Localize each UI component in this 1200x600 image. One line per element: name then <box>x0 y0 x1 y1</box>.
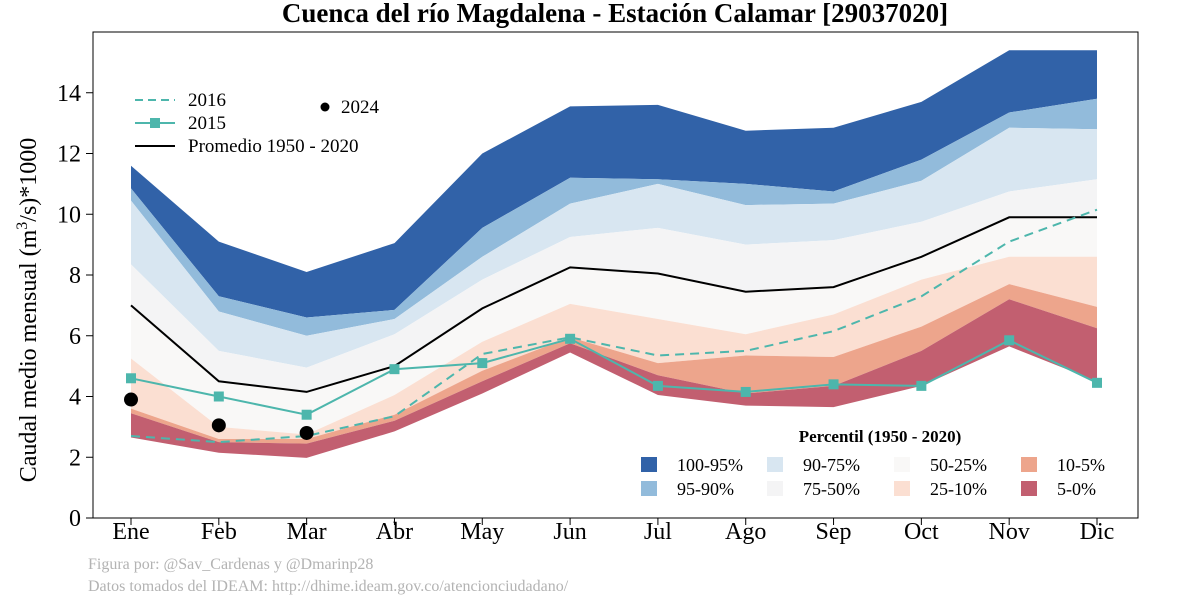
band-90-to-75 <box>131 127 1097 368</box>
percentile-legend-title: Percentil (1950 - 2020) <box>799 427 962 446</box>
percentile-label-90-to-75: 90-75% <box>803 455 860 475</box>
percentile-swatch-10-to-5 <box>1021 457 1037 472</box>
series-point-2015 <box>916 380 927 391</box>
percentile-label-5-to-0: 5-0% <box>1057 479 1096 499</box>
series-point-2015 <box>1092 377 1102 388</box>
axes: 0 2 4 6 8 10 12 14 Ene Feb Mar Abr May Jun Jul Ago Sep Oc… <box>57 81 1114 545</box>
series-point-2015 <box>565 333 576 344</box>
x-tick-label: Sep <box>816 519 852 545</box>
x-tick-label: Ago <box>725 519 766 545</box>
series-point-2015 <box>126 373 136 384</box>
series-lines <box>124 208 1102 444</box>
percentile-legend: Percentil (1950 - 2020) 100-95% 95-90% 90-… <box>641 427 1105 499</box>
series-line-promedio-1950-2020 <box>130 216 1097 393</box>
x-tick-label: Oct <box>904 519 939 545</box>
y-tick-label: 12 <box>57 142 81 168</box>
x-tick-label: Abr <box>376 519 413 545</box>
percentile-swatch-100-to-95 <box>641 457 657 472</box>
series-point-2015 <box>740 386 751 397</box>
percentile-swatch-25-to-10 <box>894 481 910 496</box>
y-tick-label: 4 <box>69 385 81 411</box>
band-25-to-10 <box>131 256 1097 439</box>
series-point-2015 <box>652 380 663 391</box>
legend-marker-2015 <box>150 118 160 128</box>
series-line-2015 <box>130 337 1098 416</box>
percentile-bands <box>131 50 1097 458</box>
series-point-2024 <box>299 425 314 440</box>
band-10-to-5 <box>131 284 1097 444</box>
y-axis-label: Caudal medio mensual (m3/s)*1000 <box>14 138 42 483</box>
y-tick-label: 0 <box>69 506 81 532</box>
series-line-2016 <box>130 208 1098 444</box>
percentile-label-100-to-95: 100-95% <box>677 455 743 475</box>
band-95-to-90 <box>131 98 1097 336</box>
series-point-2015 <box>828 379 839 390</box>
series-point-2024 <box>124 392 138 407</box>
legend-label-2015: 2015 <box>188 113 226 134</box>
legend-label-2024: 2024 <box>341 97 380 118</box>
y-tick-label: 10 <box>57 202 81 228</box>
percentile-swatch-50-to-25 <box>894 457 910 472</box>
footer-source: Datos tomados del IDEAM: http://dhime.id… <box>88 578 569 595</box>
legend-label-promedio-1950-2020: Promedio 1950 - 2020 <box>188 136 358 157</box>
series-point-2015 <box>389 364 400 375</box>
percentile-swatch-5-to-0 <box>1021 481 1037 496</box>
percentile-swatch-75-to-50 <box>767 481 783 496</box>
band-75-to-50 <box>131 179 1097 392</box>
percentile-swatch-95-to-90 <box>641 481 657 496</box>
percentile-label-75-to-50: 75-50% <box>803 479 860 499</box>
legend-label-2016: 2016 <box>188 90 226 111</box>
y-axis-label-main: Caudal medio mensual (m <box>16 229 42 482</box>
percentile-label-50-to-25: 50-25% <box>930 455 987 475</box>
y-tick-label: 6 <box>69 324 81 350</box>
percentile-label-10-to-5: 10-5% <box>1057 455 1105 475</box>
y-tick-label: 2 <box>69 445 81 471</box>
series-point-2015 <box>213 391 224 402</box>
y-tick-label: 8 <box>69 263 81 289</box>
x-tick-label: May <box>460 519 504 545</box>
legend-symbol-2024 <box>320 102 330 112</box>
x-tick-label: Jun <box>553 519 586 545</box>
x-tick-label: Ene <box>112 519 149 545</box>
percentile-swatch-90-to-75 <box>767 457 783 472</box>
x-tick-label: Nov <box>989 519 1030 545</box>
chart-title: Cuenca del río Magdalena - Estación Cala… <box>282 0 948 28</box>
footer-credit: Figura por: @Sav_Cardenas y @Dmarinp28 <box>88 556 373 573</box>
x-tick-label: Feb <box>201 519 237 545</box>
percentile-label-95-to-90: 95-90% <box>677 479 734 499</box>
y-tick-label: 14 <box>57 81 81 107</box>
x-tick-label: Mar <box>287 519 327 545</box>
series-point-2024 <box>211 418 226 433</box>
percentile-label-25-to-10: 25-10% <box>930 479 987 499</box>
band-100-to-95 <box>131 50 1097 318</box>
series-point-2015 <box>301 409 312 420</box>
y-axis-label-tail: /s)*1000 <box>16 138 42 222</box>
y-axis-label-superscript: 3 <box>14 222 31 230</box>
series-point-2015 <box>477 358 488 369</box>
series-point-2015 <box>1004 335 1015 346</box>
band-5-to-0 <box>131 299 1097 458</box>
x-tick-label: Dic <box>1080 519 1115 545</box>
x-tick-label: Jul <box>644 519 672 545</box>
